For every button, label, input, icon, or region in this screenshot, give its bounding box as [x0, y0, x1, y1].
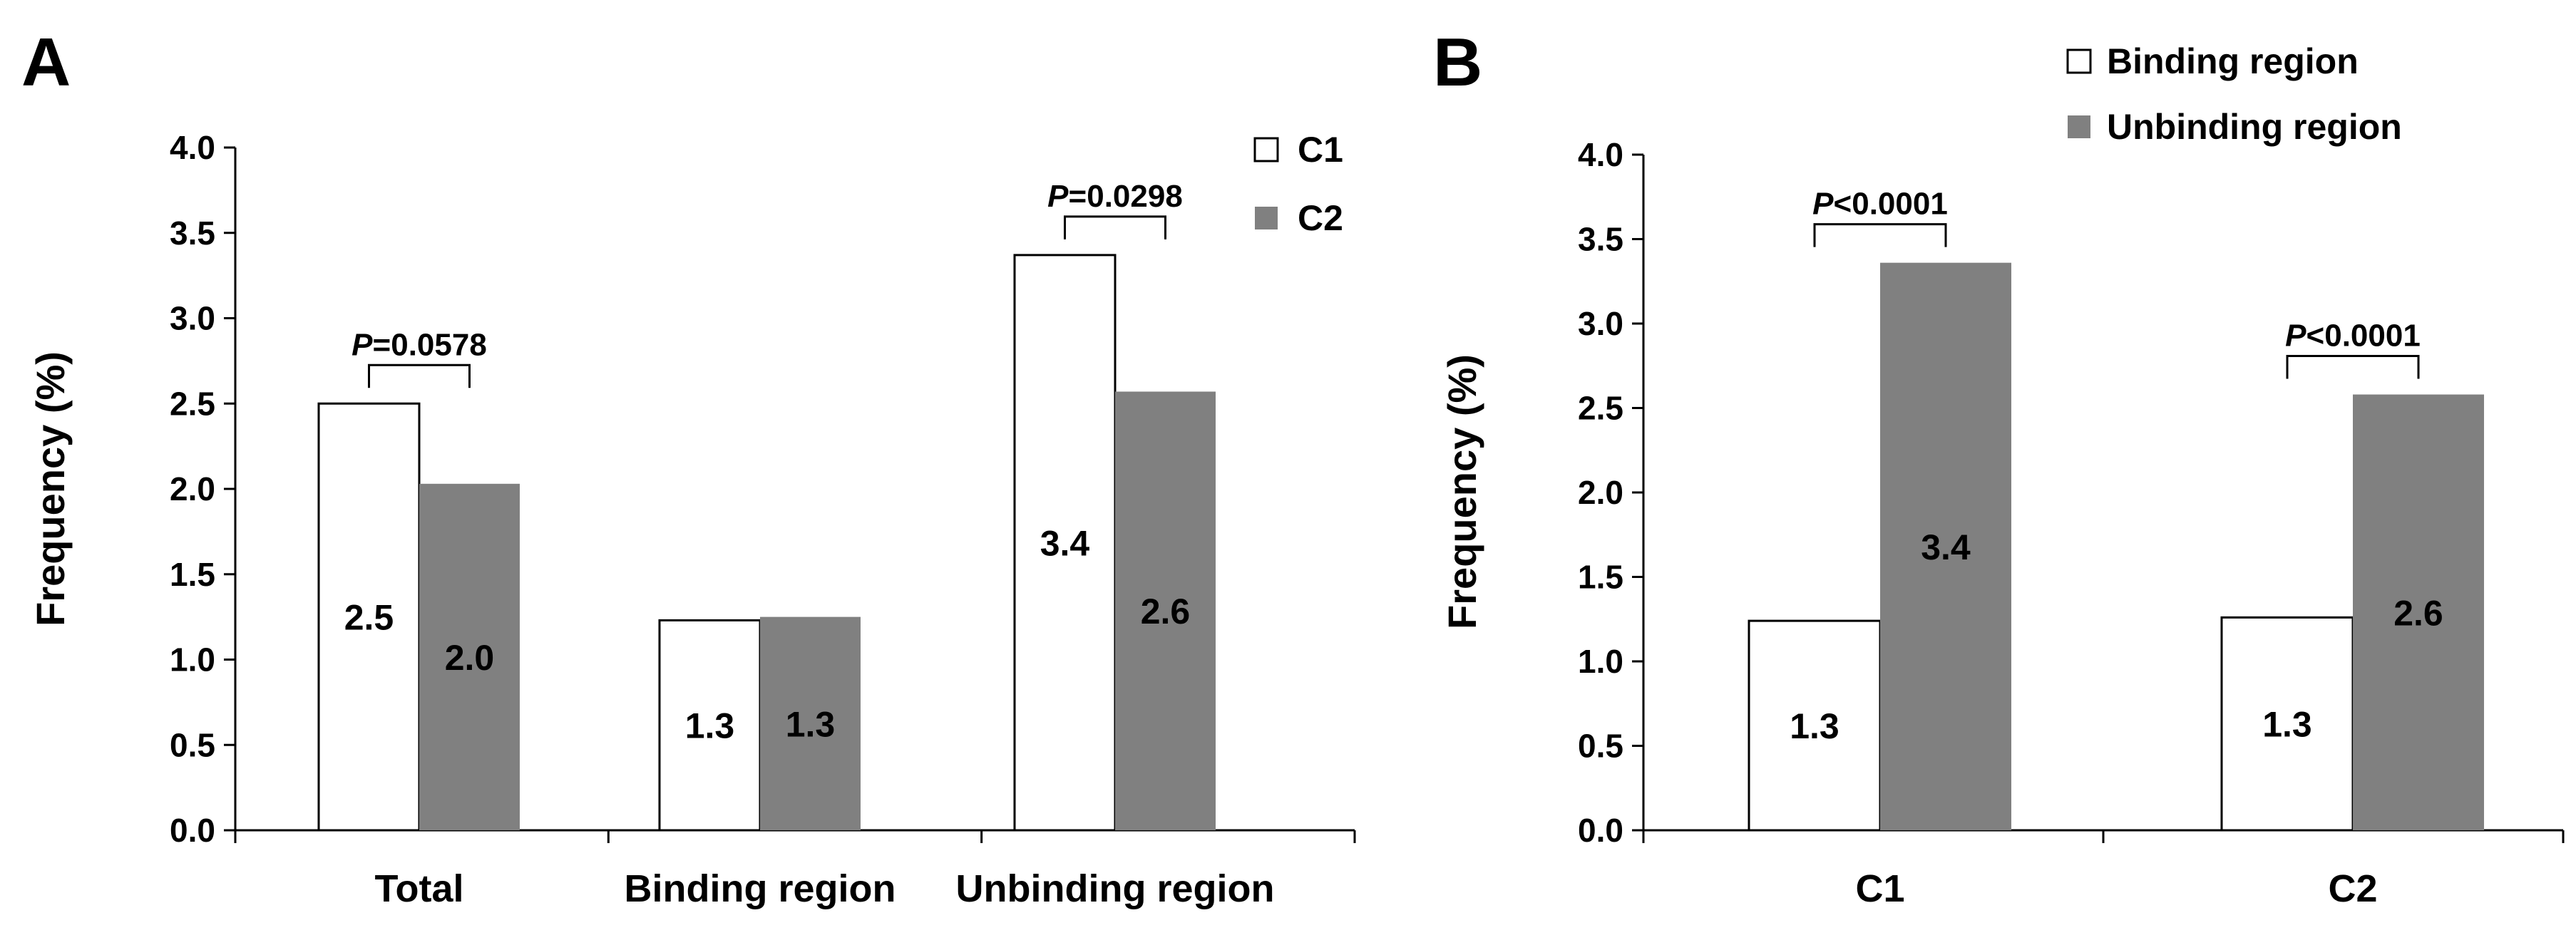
- y-axis-label: Frequency (%): [1440, 354, 1484, 629]
- y-tick-label: 1.5: [170, 556, 215, 593]
- x-category-label: Unbinding region: [956, 867, 1275, 910]
- x-category-label: Total: [375, 867, 464, 910]
- bar-binding-region: [1748, 619, 1882, 832]
- significance-bracket: [368, 363, 471, 388]
- y-axis-label: Frequency (%): [28, 351, 73, 626]
- y-tick-label: 4.0: [1578, 136, 1623, 173]
- bar-c1: [658, 619, 761, 832]
- y-tick-label: 1.5: [1578, 559, 1623, 596]
- x-category-label: Binding region: [625, 867, 896, 910]
- bar-c2: [760, 616, 861, 830]
- legend-label: Unbinding region: [2107, 107, 2402, 147]
- y-tick-label: 2.5: [1578, 390, 1623, 427]
- y-tick-label: 2.0: [1578, 474, 1623, 511]
- legend-swatch: [1253, 137, 1279, 162]
- x-category-label: C1: [1855, 867, 1904, 910]
- y-tick-label: 0.0: [1578, 812, 1623, 849]
- panel-letter-a: A: [21, 24, 71, 100]
- y-tick-label: 3.0: [1578, 305, 1623, 342]
- significance-bracket: [2286, 355, 2420, 379]
- legend-label: C1: [1298, 130, 1343, 170]
- bar-value-label: 2.5: [344, 598, 394, 638]
- p-value-annotation: P=0.0578: [351, 327, 487, 362]
- y-tick-label: 0.0: [170, 812, 215, 849]
- panel-b-chart: 0.0 0.5 1.0 1.5 2.0 2.5 3.0 3.5 4.0 Frequency (%)…: [1440, 41, 2565, 910]
- y-tick-label: 3.5: [1578, 221, 1623, 258]
- bar-value-label: 1.3: [685, 706, 735, 746]
- significance-bracket: [1813, 223, 1947, 247]
- bar-value-label: 3.4: [1040, 523, 1090, 563]
- bar-unbinding-region: [2353, 394, 2484, 830]
- bar-value-label: 1.3: [2262, 705, 2312, 745]
- x-category-label: C2: [2328, 867, 2377, 910]
- bar-value-label: 2.0: [445, 638, 495, 678]
- y-tick-label: 2.5: [170, 385, 215, 422]
- legend-swatch: [1255, 207, 1278, 229]
- bar-unbinding-region: [1880, 262, 2011, 830]
- panel-letter-b: B: [1433, 24, 1482, 100]
- p-value-annotation: P=0.0298: [1047, 179, 1183, 214]
- bar-value-label: 2.6: [1141, 592, 1191, 631]
- bar-value-label: 2.6: [2393, 593, 2443, 633]
- panel-a-chart: 0.0 0.5 1.0 1.5 2.0 2.5 3.0 3.5 4.0 Frequency (%)…: [28, 129, 1356, 910]
- bar-value-label: 3.4: [1921, 527, 1971, 567]
- bar-binding-region: [2220, 616, 2354, 832]
- p-value-annotation: P<0.0001: [1812, 187, 1948, 222]
- legend-label: Binding region: [2107, 41, 2359, 81]
- y-tick-label: 3.5: [170, 215, 215, 252]
- legend-label: C2: [1298, 198, 1343, 238]
- bar-c2: [419, 483, 520, 830]
- legend-swatch: [2068, 115, 2090, 138]
- bar-value-label: 1.3: [786, 704, 836, 744]
- y-tick-label: 1.0: [1578, 643, 1623, 680]
- bar-value-label: 1.3: [1790, 706, 1839, 746]
- y-tick-label: 0.5: [170, 726, 215, 763]
- legend-swatch: [2066, 48, 2092, 74]
- bar-c2: [1115, 391, 1216, 830]
- y-tick-label: 3.0: [170, 300, 215, 337]
- y-tick-label: 4.0: [170, 129, 215, 166]
- y-tick-label: 2.0: [170, 470, 215, 507]
- bar-c1: [317, 402, 421, 832]
- significance-bracket: [1064, 215, 1166, 239]
- bar-c1: [1013, 254, 1117, 832]
- y-tick-label: 0.5: [1578, 728, 1623, 765]
- y-tick-label: 1.0: [170, 641, 215, 678]
- p-value-annotation: P<0.0001: [2285, 319, 2421, 353]
